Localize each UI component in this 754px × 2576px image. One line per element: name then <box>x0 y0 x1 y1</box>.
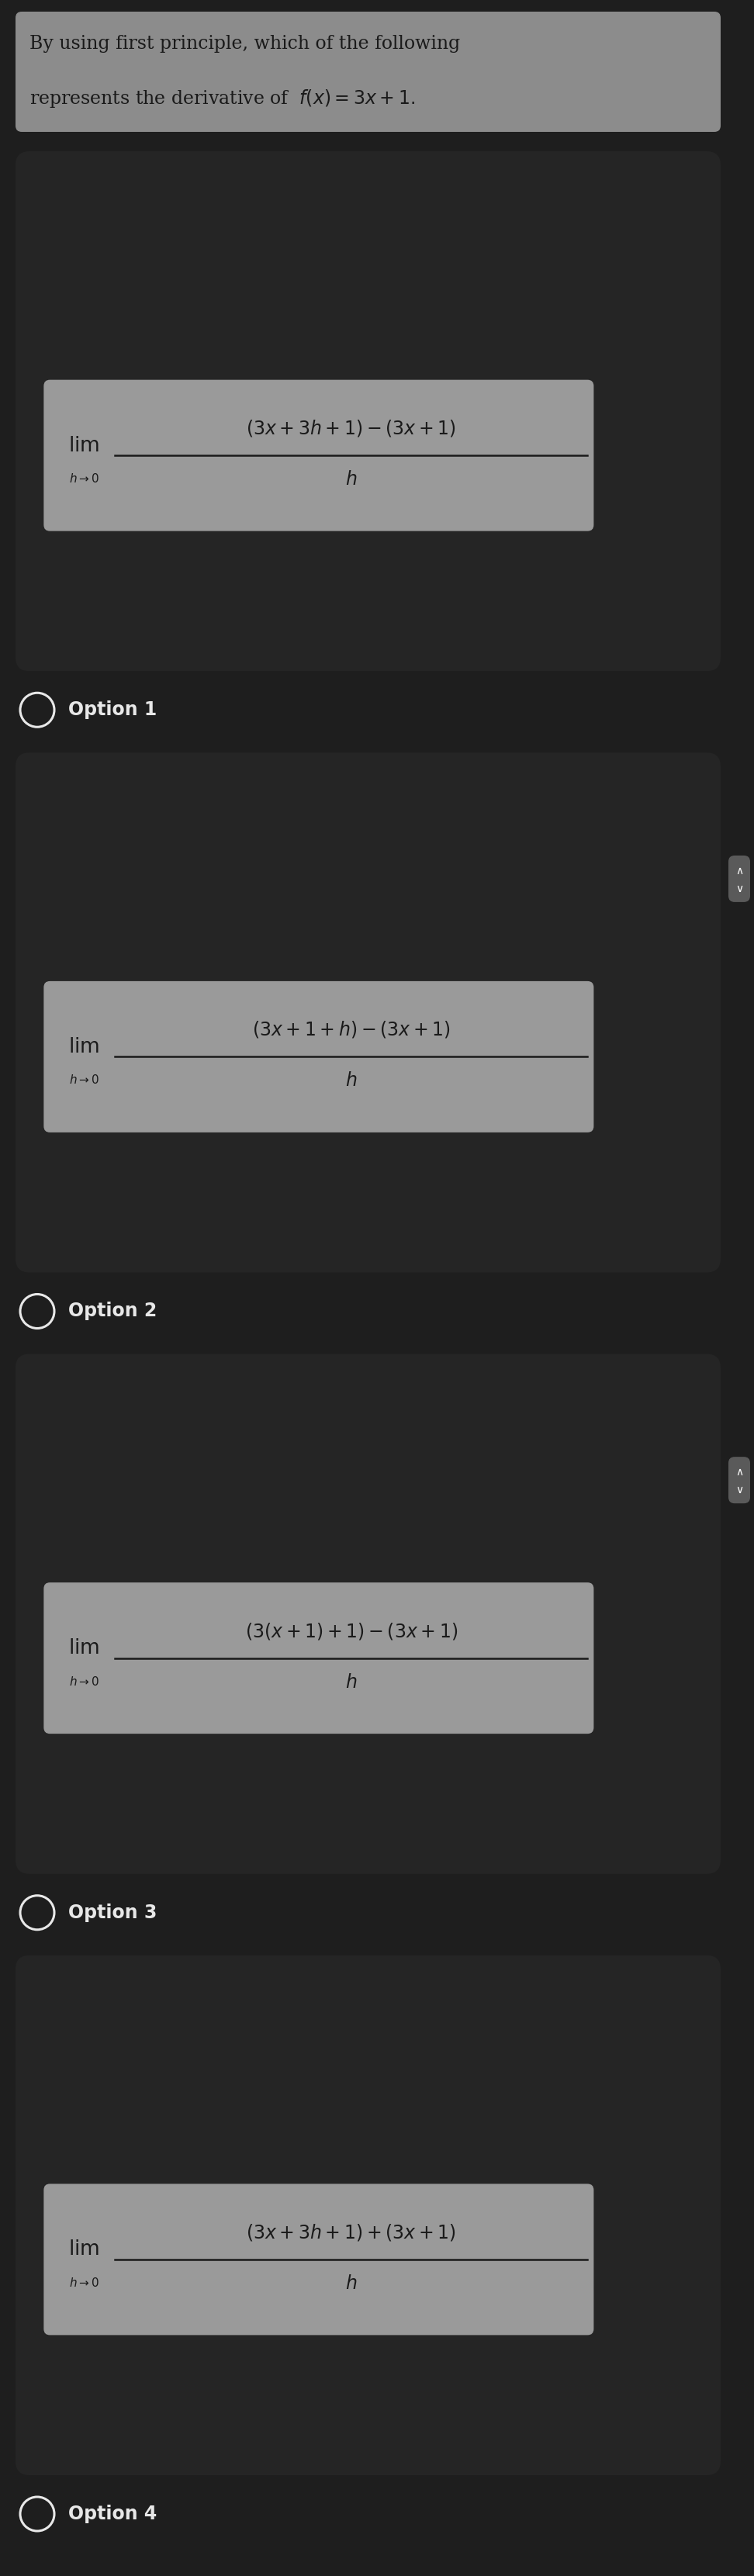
Text: $(3(x+1)+1)-(3x+1)$: $(3(x+1)+1)-(3x+1)$ <box>245 1620 458 1641</box>
Text: $h$: $h$ <box>345 2275 357 2293</box>
Text: $h{\to}0$: $h{\to}0$ <box>69 1674 100 1687</box>
Text: $h$: $h$ <box>345 1072 357 1090</box>
Text: $(3x+3h+1)-(3x+1)$: $(3x+3h+1)-(3x+1)$ <box>247 417 456 438</box>
FancyBboxPatch shape <box>44 2184 593 2334</box>
FancyBboxPatch shape <box>16 1355 721 1873</box>
FancyBboxPatch shape <box>728 855 750 902</box>
Text: ∧: ∧ <box>735 1466 743 1479</box>
Text: By using first principle, which of the following: By using first principle, which of the f… <box>29 36 460 52</box>
Text: $h{\to}0$: $h{\to}0$ <box>69 2277 100 2290</box>
FancyBboxPatch shape <box>44 1582 593 1734</box>
Text: $\mathrm{lim}$: $\mathrm{lim}$ <box>69 1038 100 1056</box>
Text: ∧: ∧ <box>735 866 743 876</box>
Text: $h$: $h$ <box>345 1674 357 1692</box>
Text: represents the derivative of  $f(x)=3x+1.$: represents the derivative of $f(x)=3x+1.… <box>29 88 415 108</box>
FancyBboxPatch shape <box>16 1955 721 2476</box>
Text: Option 4: Option 4 <box>69 2504 157 2524</box>
FancyBboxPatch shape <box>44 981 593 1133</box>
Text: ∨: ∨ <box>735 1484 743 1497</box>
FancyBboxPatch shape <box>16 13 721 131</box>
Text: $h{\to}0$: $h{\to}0$ <box>69 1074 100 1087</box>
Text: $h$: $h$ <box>345 471 357 489</box>
Text: $(3x+3h+1)+(3x+1)$: $(3x+3h+1)+(3x+1)$ <box>247 2223 456 2241</box>
Text: $(3x+1+h)-(3x+1)$: $(3x+1+h)-(3x+1)$ <box>252 1020 451 1041</box>
Text: Option 1: Option 1 <box>69 701 157 719</box>
Text: Option 3: Option 3 <box>69 1904 157 1922</box>
Text: $\mathrm{lim}$: $\mathrm{lim}$ <box>69 1638 100 1659</box>
Text: $\mathrm{lim}$: $\mathrm{lim}$ <box>69 435 100 456</box>
Text: ∨: ∨ <box>735 884 743 894</box>
FancyBboxPatch shape <box>44 379 593 531</box>
FancyBboxPatch shape <box>16 752 721 1273</box>
FancyBboxPatch shape <box>16 152 721 672</box>
Text: Option 2: Option 2 <box>69 1301 157 1321</box>
Text: $\mathrm{lim}$: $\mathrm{lim}$ <box>69 2239 100 2259</box>
Text: $h{\to}0$: $h{\to}0$ <box>69 471 100 484</box>
FancyBboxPatch shape <box>728 1458 750 1504</box>
